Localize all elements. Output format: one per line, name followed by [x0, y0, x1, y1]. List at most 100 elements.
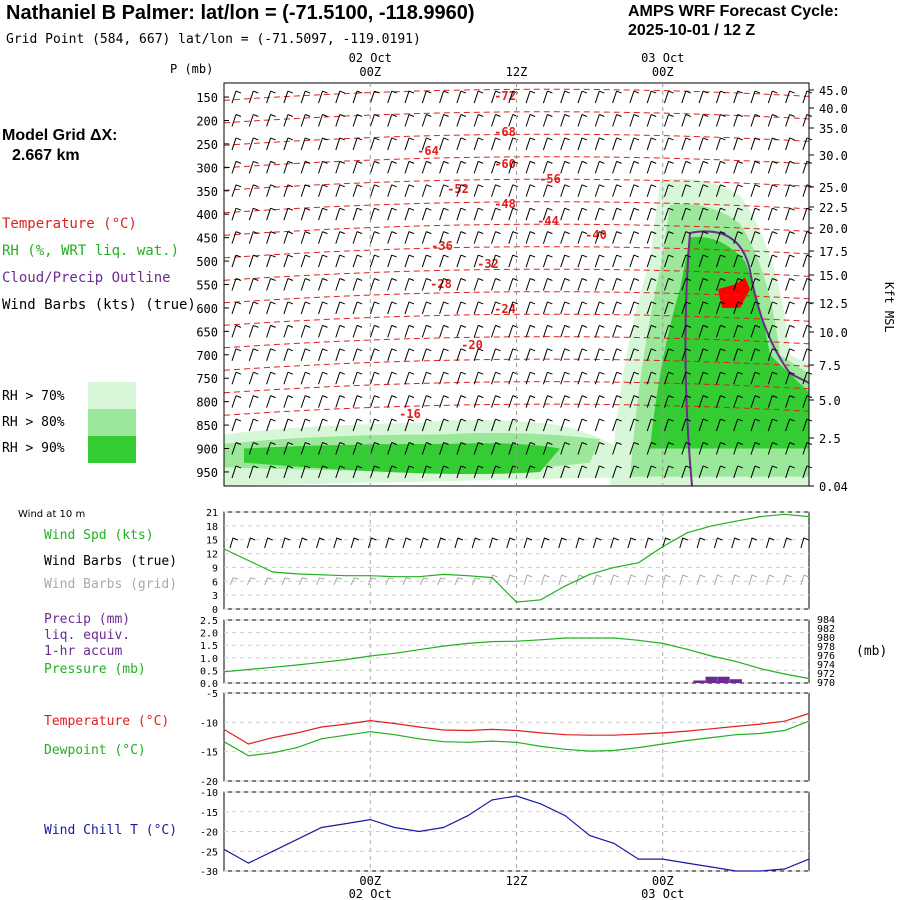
wind-barb — [560, 207, 570, 221]
wind-barb — [577, 90, 588, 104]
wind-barb — [681, 395, 691, 408]
wind-barb — [456, 324, 467, 338]
legend-rh90: RH > 90% — [2, 441, 65, 456]
dewpoint-line-point — [710, 736, 713, 739]
pressure-ytick-7: 970 — [817, 678, 835, 689]
wind-barb — [542, 418, 553, 432]
dewpoint-line-point — [515, 741, 518, 743]
wind-barb — [456, 207, 467, 221]
wind-barb — [421, 395, 432, 408]
dewpoint-line-point — [467, 741, 469, 743]
wind-speed-line-point — [735, 520, 737, 522]
wind-barb — [283, 207, 294, 221]
isotherm-12 — [223, 358, 810, 371]
wind10-grid-barb — [627, 574, 637, 586]
wind-barb — [508, 324, 518, 338]
height-tick-14: 0.04 — [819, 480, 848, 494]
dewpoint-line-point — [564, 748, 566, 750]
wind-barb — [525, 278, 536, 291]
wind-barb — [508, 301, 518, 315]
wind-barb — [646, 324, 657, 338]
wind-barb — [577, 254, 588, 268]
wind10-grid-barb — [558, 574, 567, 586]
wind-panel-ytick-7: 0 — [212, 605, 218, 616]
wind-barb — [594, 371, 605, 385]
wind-barb — [387, 231, 397, 244]
wind-barb — [352, 442, 363, 455]
wind-barb — [283, 160, 294, 174]
isotherm-label-7: -44 — [537, 214, 559, 228]
wind-barb — [439, 442, 449, 455]
windchill-line-point — [637, 858, 639, 860]
wind-barb — [318, 160, 328, 174]
precip-blob — [718, 277, 750, 308]
wind-speed-line-point — [564, 585, 566, 587]
dewpoint-line-point — [759, 732, 761, 735]
wind-barb — [266, 160, 276, 174]
windchill-line-point — [320, 826, 323, 829]
wind-barb — [318, 465, 328, 479]
pressure-line-point — [418, 649, 420, 651]
wind-barb — [352, 137, 363, 151]
wind-barb — [473, 90, 484, 104]
height-tick-12: 5.0 — [819, 394, 841, 408]
temperature-line-point — [613, 734, 615, 736]
pressure-line-point — [564, 637, 566, 639]
wind-barb — [404, 348, 415, 361]
wind10-true-barb — [419, 537, 429, 549]
pressure-tick-12: 750 — [196, 372, 218, 386]
wind-barb — [283, 395, 294, 408]
legend-rh: RH (%, WRT liq. wat.) — [2, 243, 180, 259]
wind10-true-barb — [229, 537, 239, 549]
wind10-grid-barb — [489, 574, 498, 586]
wind-barb — [629, 137, 640, 151]
wind-barb — [577, 278, 588, 291]
isotherm-label-10: -32 — [477, 257, 499, 271]
wind-speed-line-point — [394, 576, 396, 578]
windchill-line-point — [491, 799, 493, 801]
wind-barb — [404, 90, 415, 104]
wind-barb — [525, 348, 536, 361]
bottom-time-00z-2: 00Z — [652, 874, 674, 888]
wind-barb — [698, 324, 709, 338]
wind-barb — [335, 418, 345, 432]
wind-barb — [231, 371, 242, 385]
temperature-line-point — [589, 734, 591, 736]
pressure-line-point — [272, 666, 274, 668]
pressure-ytick-5: 974 — [817, 660, 835, 671]
wind-barb — [387, 324, 397, 338]
wind-barb — [525, 324, 536, 338]
wind-barb — [785, 301, 795, 315]
wind-barb — [335, 324, 345, 338]
pressure-ytick-2: 980 — [817, 633, 835, 644]
wind-barb — [248, 254, 259, 268]
temperature-line-point — [662, 732, 664, 734]
forecast-cycle-label: AMPS WRF Forecast Cycle: — [628, 3, 839, 20]
wind-barb — [767, 114, 778, 127]
wind-barb — [664, 160, 674, 174]
wind-barb — [733, 231, 743, 244]
pressure-tick-1: 200 — [196, 114, 218, 128]
wind-barb — [283, 278, 294, 291]
legend-cloud: Cloud/Precip Outline — [2, 270, 171, 286]
wind-barb — [681, 114, 691, 127]
windchill-line-point — [394, 826, 396, 829]
wind-barb — [785, 418, 795, 432]
wind-barb — [542, 114, 553, 127]
wind-barb — [248, 465, 259, 479]
height-tick-1: 40.0 — [819, 102, 848, 116]
wind-barb — [300, 301, 311, 315]
temperature-line-point — [442, 729, 444, 731]
wind-barb — [318, 207, 328, 221]
wind-barb — [491, 395, 501, 408]
wind-barb — [491, 184, 501, 197]
wind-barb — [473, 184, 484, 197]
pressure-tick-3: 300 — [196, 161, 218, 175]
wind-barb — [733, 278, 743, 291]
wind10-grid-barb — [367, 577, 377, 586]
wind-barb — [681, 465, 691, 479]
wind-barb — [300, 395, 311, 408]
wind-barb — [491, 278, 501, 291]
wind-barb — [785, 90, 795, 104]
wind-barb — [387, 442, 397, 455]
